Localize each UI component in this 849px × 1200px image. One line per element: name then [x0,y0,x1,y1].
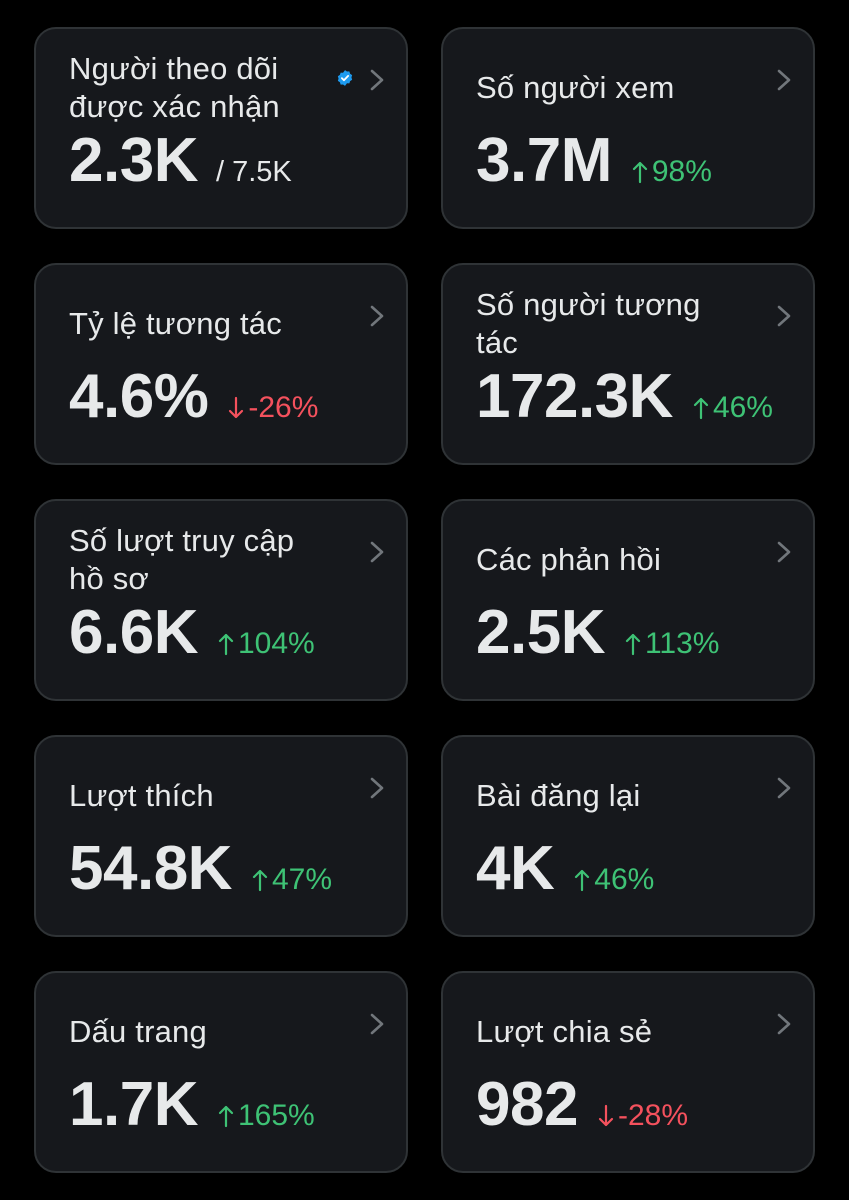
arrow-up-icon [632,161,647,184]
metric-card-engagements[interactable]: Số người tương tác 172.3K 46% [441,263,815,465]
metric-title: Các phản hồi [476,542,662,577]
metric-change-value: -26% [248,391,319,424]
arrow-down-icon [598,1104,614,1127]
arrow-up-icon [625,633,641,656]
metric-value-row: 3.7M 98% [476,129,712,193]
metric-value: 2.5K [476,598,605,667]
chevron-right-icon [370,305,384,327]
metric-value: 4K [476,834,555,903]
metric-card-shares[interactable]: Lượt chia sẻ 982 -28% [441,971,815,1173]
metric-change: 46% [574,863,654,897]
arrow-up-icon [252,869,268,892]
metric-value: 4.6% [69,362,209,431]
metric-change-value: 113% [644,627,720,660]
metric-title: Bài đăng lại [476,778,641,813]
metric-value: 982 [476,1070,578,1139]
chevron-right-icon [370,541,384,563]
metric-card-profile-visits[interactable]: Số lượt truy cập hồ sơ 6.6K 104% [34,499,408,701]
metric-value-row: 4.6% -26% [69,365,318,429]
arrow-up-icon [218,633,234,656]
metric-value: 54.8K [69,834,232,903]
metric-title: Lượt thích [69,778,214,813]
metric-card-replies[interactable]: Các phản hồi 2.5K 113% [441,499,815,701]
metrics-grid: Người theo dõi được xác nhận 2.3K / 7.5K… [34,27,815,1173]
metric-total: / 7.5K [215,156,292,188]
chevron-right-icon [777,777,791,799]
metric-change-value: 47% [271,863,332,896]
metric-value-row: 6.6K 104% [69,601,315,665]
metric-change: 113% [625,627,720,661]
metric-change-value: 46% [712,391,773,424]
metric-change: 47% [252,863,332,897]
chevron-right-icon [370,1013,384,1035]
chevron-right-icon [370,777,384,799]
metric-title: Người theo dõi được xác nhận [69,51,280,124]
metric-change-value: -28% [617,1099,688,1132]
metric-title: Số người xem [476,70,675,105]
metric-change: 46% [693,391,773,425]
metric-title: Dấu trang [69,1014,207,1049]
metric-value: 1.7K [69,1070,198,1139]
chevron-right-icon [777,305,791,327]
metric-title: Tỷ lệ tương tác [69,306,282,341]
metric-change-value: 98% [651,155,712,188]
metric-value: 6.6K [69,598,198,667]
metric-card-likes[interactable]: Lượt thích 54.8K 47% [34,735,408,937]
metric-value-row: 172.3K 46% [476,365,773,429]
chevron-right-icon [777,69,791,91]
metric-card-impressions[interactable]: Số người xem 3.7M 98% [441,27,815,229]
metric-card-bookmarks[interactable]: Dấu trang 1.7K 165% [34,971,408,1173]
chevron-right-icon [370,69,384,91]
metric-change: 104% [218,627,315,661]
metric-value-row: 2.5K 113% [476,601,719,665]
metric-card-engagement-rate[interactable]: Tỷ lệ tương tác 4.6% -26% [34,263,408,465]
metric-title: Lượt chia sẻ [476,1014,653,1049]
chevron-right-icon [777,541,791,563]
metric-card-reposts[interactable]: Bài đăng lại 4K 46% [441,735,815,937]
metric-change-value: 104% [237,627,315,660]
chevron-right-icon [777,1013,791,1035]
arrow-up-icon [218,1105,234,1128]
metric-title: Số lượt truy cập hồ sơ [69,523,295,596]
metric-value-row: 4K 46% [476,837,654,901]
arrow-down-icon [229,396,244,419]
metric-value-row: 982 -28% [476,1073,688,1137]
metric-change-value: 46% [594,863,655,896]
metric-change: 98% [632,155,712,189]
metric-value-row: 54.8K 47% [69,837,332,901]
verified-badge-icon [337,70,353,86]
metric-value: 2.3K [69,126,198,195]
arrow-up-icon [693,397,709,420]
metric-change: -26% [228,391,318,425]
metric-value-row: 2.3K / 7.5K [69,129,292,193]
metric-change: 165% [218,1099,315,1133]
metric-value: 3.7M [476,126,612,195]
metric-value: 172.3K [476,362,673,431]
metric-card-verified-followers[interactable]: Người theo dõi được xác nhận 2.3K / 7.5K [34,27,408,229]
metric-change: -28% [598,1099,688,1133]
metric-title: Số người tương tác [476,287,701,360]
metric-value-row: 1.7K 165% [69,1073,315,1137]
metric-change-value: 165% [237,1099,315,1132]
arrow-up-icon [575,869,590,892]
